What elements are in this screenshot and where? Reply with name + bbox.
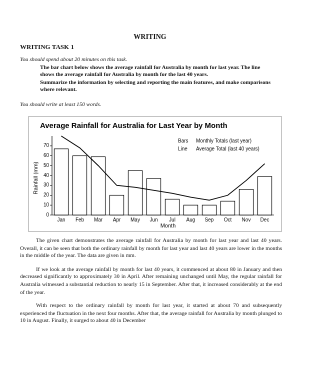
bar (53, 148, 69, 216)
task-line: The bar chart below shows the average ra… (40, 65, 261, 79)
chart-title: Average Rainfall for Australia for Last … (40, 121, 228, 130)
y-tick-label: 50 (43, 163, 49, 169)
essay: The given chart demonstrates the average… (20, 238, 282, 332)
chart: Average Rainfall for Australia for Last … (28, 116, 282, 232)
bar (90, 156, 106, 216)
bar (183, 204, 199, 216)
y-axis-label: Rainfall (mm) (33, 161, 39, 194)
paragraph: If we look at the average rainfall by mo… (20, 266, 282, 296)
legend-label: Average Total (last 40 years) (196, 146, 260, 152)
task-text: The bar chart below shows the average ra… (40, 65, 275, 95)
x-axis-label: Month (160, 223, 175, 229)
task-line: Summarize the information by selecting a… (40, 79, 271, 94)
x-tick-label: Aug (186, 217, 195, 223)
bar (164, 198, 180, 216)
x-tick-label: Apr (113, 217, 121, 223)
y-tick-label: 40 (43, 173, 49, 179)
y-tick-label: 10 (43, 202, 49, 208)
x-tick-label: Feb (75, 217, 84, 223)
x-tick-label: Nov (242, 217, 251, 223)
bar (201, 204, 217, 216)
page-title: WRITING (133, 33, 167, 41)
x-tick-label: Sep (205, 217, 214, 223)
bar (146, 178, 162, 216)
page: WRITING WRITING TASK 1 You should spend … (20, 33, 282, 332)
y-tick-label: 0 (46, 212, 49, 218)
legend-key: Line (178, 146, 188, 152)
time-instruction: You should spend about 20 minutes on thi… (20, 57, 128, 63)
legend-label: Monthly Totals (last year) (196, 138, 252, 144)
line (61, 135, 266, 201)
task-heading: WRITING TASK 1 (20, 44, 74, 51)
bar (127, 170, 143, 216)
paragraph: The given chart demonstrates the average… (20, 238, 282, 260)
y-tick-label: 20 (43, 193, 49, 199)
bar (238, 189, 254, 216)
x-tick-label: Jun (150, 217, 158, 223)
bar (109, 194, 125, 216)
y-tick-label: 60 (43, 153, 49, 159)
legend-key: Bars (178, 138, 189, 144)
bar (72, 155, 88, 216)
x-tick-label: May (131, 217, 141, 223)
x-tick-label: Jan (57, 217, 65, 223)
x-tick-label: Jul (169, 217, 175, 223)
x-tick-label: Oct (224, 217, 232, 223)
paragraph: With respect to the ordinary rainfall by… (20, 303, 282, 325)
x-tick-label: Dec (260, 217, 269, 223)
bar (257, 176, 273, 216)
length-instruction: You should write at least 150 words. (20, 102, 102, 108)
bar (220, 200, 236, 216)
y-tick-label: 70 (43, 143, 49, 149)
y-tick-label: 30 (43, 183, 49, 189)
x-tick-label: Mar (94, 217, 103, 223)
